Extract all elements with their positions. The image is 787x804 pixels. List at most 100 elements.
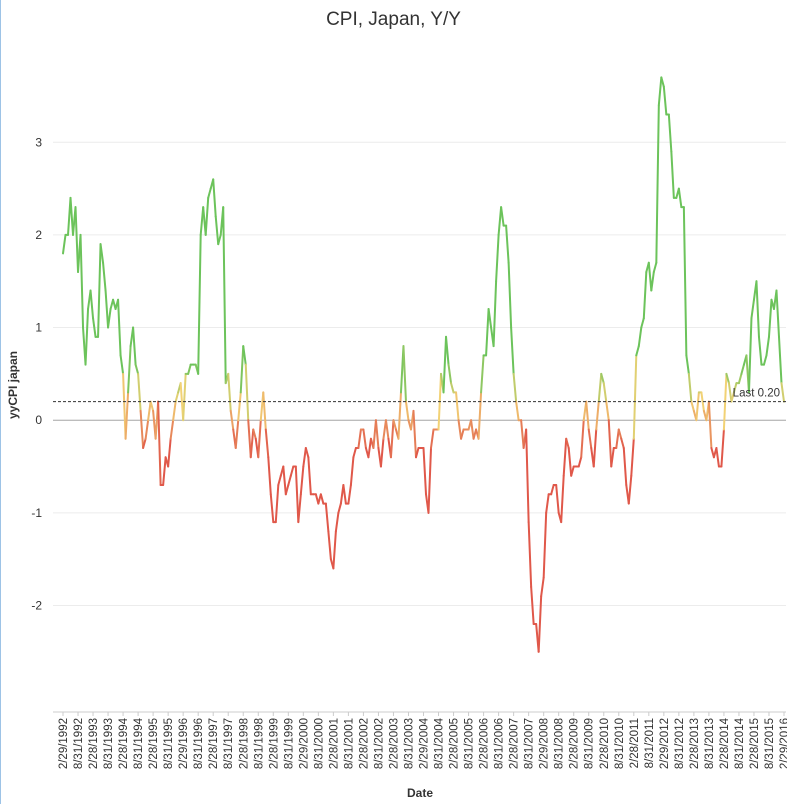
cpi-line-segment <box>762 354 768 366</box>
cpi-line-segment <box>520 419 525 449</box>
y-tick-label: -2 <box>31 598 42 612</box>
cpi-line-segment <box>167 437 172 468</box>
x-tick-label: 2/28/2014 <box>719 717 731 769</box>
cpi-line-segment <box>500 206 505 227</box>
x-tick-label: 2/28/2002 <box>358 718 370 769</box>
cpi-line-segment <box>414 446 420 459</box>
y-tick-label: 0 <box>35 413 42 427</box>
cpi-line-segment <box>640 317 645 329</box>
cpi-line-segment <box>402 345 407 403</box>
x-tick-label: 8/31/1993 <box>103 718 115 769</box>
cpi-line-segment <box>137 372 142 412</box>
x-tick-label: 2/28/1993 <box>88 718 100 769</box>
cpi-line-segment <box>99 243 105 264</box>
x-tick-label: 8/31/2003 <box>403 718 415 769</box>
x-tick-label: 8/31/2008 <box>554 718 566 769</box>
cpi-line-segment <box>512 372 518 403</box>
cpi-line-segment <box>269 493 275 524</box>
cpi-line-segment <box>775 289 780 338</box>
cpi-line-segment <box>620 437 625 449</box>
x-tick-label: 2/29/2004 <box>419 717 431 769</box>
x-tick-label: 2/28/2007 <box>509 718 521 769</box>
cpi-line-segment <box>299 465 305 496</box>
x-tick-label: 8/31/2002 <box>373 718 385 769</box>
cpi-line-segment <box>252 428 257 440</box>
cpi-line-segment <box>567 446 573 477</box>
y-tick-label: 3 <box>35 135 42 149</box>
cpi-line-segment <box>485 308 490 357</box>
cpi-line-segment <box>222 206 227 385</box>
cpi-line-segment <box>347 484 352 505</box>
x-tick-label: 2/29/1992 <box>58 718 70 769</box>
x-tick-label: 2/28/1997 <box>208 718 220 769</box>
cpi-line-segment <box>592 428 598 468</box>
cpi-line-segment <box>635 345 640 357</box>
cpi-line-segment <box>172 400 177 422</box>
x-tick-label: 2/28/2015 <box>749 718 761 769</box>
cpi-line-segment <box>510 326 515 375</box>
x-tick-label: 8/31/1997 <box>223 718 235 769</box>
cpi-line-segment <box>244 363 250 422</box>
x-tick-label: 2/28/2010 <box>599 718 611 769</box>
y-axis-ticks: -2 -1 0 1 2 3 <box>31 135 42 612</box>
x-tick-label: 8/31/1998 <box>253 718 265 769</box>
cpi-line-segment <box>682 206 688 357</box>
cpi-line-segment <box>107 308 112 329</box>
cpi-line-segment <box>450 382 455 394</box>
cpi-line-segment <box>374 419 380 449</box>
cpi-line-segment <box>257 419 262 459</box>
x-tick-label: 2/29/2000 <box>298 718 310 769</box>
cpi-line-segment <box>670 150 675 199</box>
cpi-line-segment <box>707 400 713 449</box>
cpi-line-segment <box>234 419 240 449</box>
cpi-line-segment <box>560 474 565 524</box>
cpi-line-segment <box>362 428 367 449</box>
cpi-line-segment <box>627 474 633 505</box>
x-tick-label: 8/31/2010 <box>614 718 626 769</box>
x-tick-label: 8/31/2009 <box>584 718 596 769</box>
cpi-line-segment <box>507 261 513 329</box>
cpi-line-segment <box>74 206 80 273</box>
cpi-line-segment <box>470 419 475 440</box>
cpi-line-segment <box>587 428 593 449</box>
cpi-line-segment <box>740 363 745 375</box>
x-tick-label: 8/31/2006 <box>494 718 506 769</box>
x-tick-label: 2/28/2005 <box>449 718 461 769</box>
cpi-line-segment <box>617 428 623 440</box>
cpi-line-segment <box>327 530 332 561</box>
cpi-line-segment <box>229 409 235 431</box>
cpi-line-segment <box>102 261 107 292</box>
x-tick-label: 8/31/1996 <box>193 718 205 769</box>
cpi-line-segment <box>720 428 725 468</box>
cpi-line-segment <box>367 437 372 459</box>
cpi-line-segment <box>447 363 453 385</box>
cpi-line-segment <box>747 317 753 394</box>
cpi-line-segment <box>217 233 222 246</box>
cpi-line-segment <box>84 308 90 366</box>
cpi-line-segment <box>144 419 150 440</box>
cpi-line-segment <box>337 502 342 514</box>
cpi-line-segment <box>525 428 530 524</box>
cpi-line-segment <box>442 335 448 394</box>
cpi-line-segment <box>289 465 295 477</box>
cpi-line-segment <box>622 446 628 487</box>
cpi-line-segment <box>127 345 132 394</box>
x-tick-label: 8/31/2007 <box>524 718 536 769</box>
cpi-line-segment <box>119 354 125 375</box>
cpi-line-segment <box>660 76 665 88</box>
cpi-line-segment <box>430 428 435 449</box>
cpi-line-segment <box>530 585 535 625</box>
cpi-line-segment <box>632 354 638 440</box>
cpi-line-segment <box>457 419 463 440</box>
cpi-line-segment <box>455 391 460 422</box>
cpi-line-segment <box>737 372 743 385</box>
cpi-line-segment <box>757 335 763 366</box>
cpi-line-segment <box>497 206 503 236</box>
cpi-line-segment <box>685 354 690 375</box>
cpi-line-segment <box>132 326 137 366</box>
cpi-line-segment <box>104 289 110 329</box>
cpi-line-segment <box>304 446 310 459</box>
cpi-line-segment <box>342 484 347 505</box>
cpi-line-segment <box>282 465 287 496</box>
